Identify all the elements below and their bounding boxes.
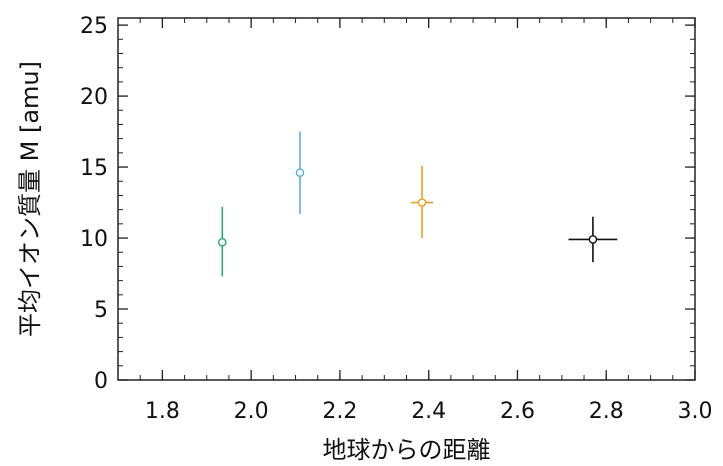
point-marker (417, 198, 427, 207)
y-tick-label: 5 (94, 298, 108, 323)
y-axis-label: 平均イオン質量 M [amu] (16, 61, 44, 337)
y-tick-label: 20 (80, 85, 108, 110)
x-tick-label: 2.6 (500, 399, 535, 424)
point-marker (218, 237, 227, 247)
data-points (218, 131, 618, 277)
point-marker (588, 235, 598, 244)
data-point (218, 206, 227, 277)
plot-frame (117, 17, 696, 381)
y-tick-label: 10 (80, 227, 108, 252)
x-tick-label: 2.4 (411, 399, 446, 424)
y-tick-label: 0 (94, 369, 108, 394)
x-tick-label: 3.0 (678, 399, 713, 424)
y-tick-label: 15 (80, 156, 108, 181)
ticks (117, 18, 696, 381)
data-point (295, 131, 305, 214)
x-tick-label: 2.2 (322, 399, 357, 424)
x-tick-label: 1.8 (145, 399, 180, 424)
tick-labels: 1.8 2.0 2.2 2.4 2.6 2.8 3.0 0 5 10 15 20 25 (80, 14, 713, 424)
data-point (410, 165, 434, 239)
x-tick-label: 2.8 (589, 399, 624, 424)
y-tick-label: 25 (80, 14, 108, 39)
data-point (568, 216, 618, 263)
point-marker (295, 168, 305, 178)
x-axis-label: 地球からの距離 (323, 436, 491, 464)
x-tick-label: 2.0 (234, 399, 269, 424)
